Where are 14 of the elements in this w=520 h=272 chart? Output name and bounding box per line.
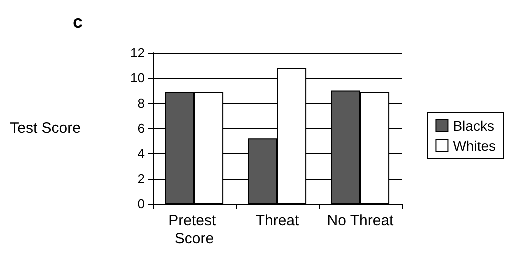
x-tick-label: No Threat [327, 212, 395, 230]
y-tick-label: 0 [138, 196, 145, 212]
chart-title: c [73, 12, 84, 32]
x-tick-label: Threat [256, 212, 300, 230]
y-tick-label: 2 [138, 171, 145, 186]
y-tick-label: 10 [130, 70, 145, 86]
y-axis-title: Test Score [10, 120, 81, 137]
x-tick-label: Pretest Score [168, 212, 220, 248]
y-tick-label: 4 [138, 146, 145, 162]
legend-label: Blacks [453, 118, 494, 134]
y-tick-label: 12 [130, 46, 145, 60]
y-tick-label: 6 [138, 121, 145, 136]
y-tick-label: 8 [138, 96, 145, 111]
legend-label: Whites [453, 138, 496, 154]
